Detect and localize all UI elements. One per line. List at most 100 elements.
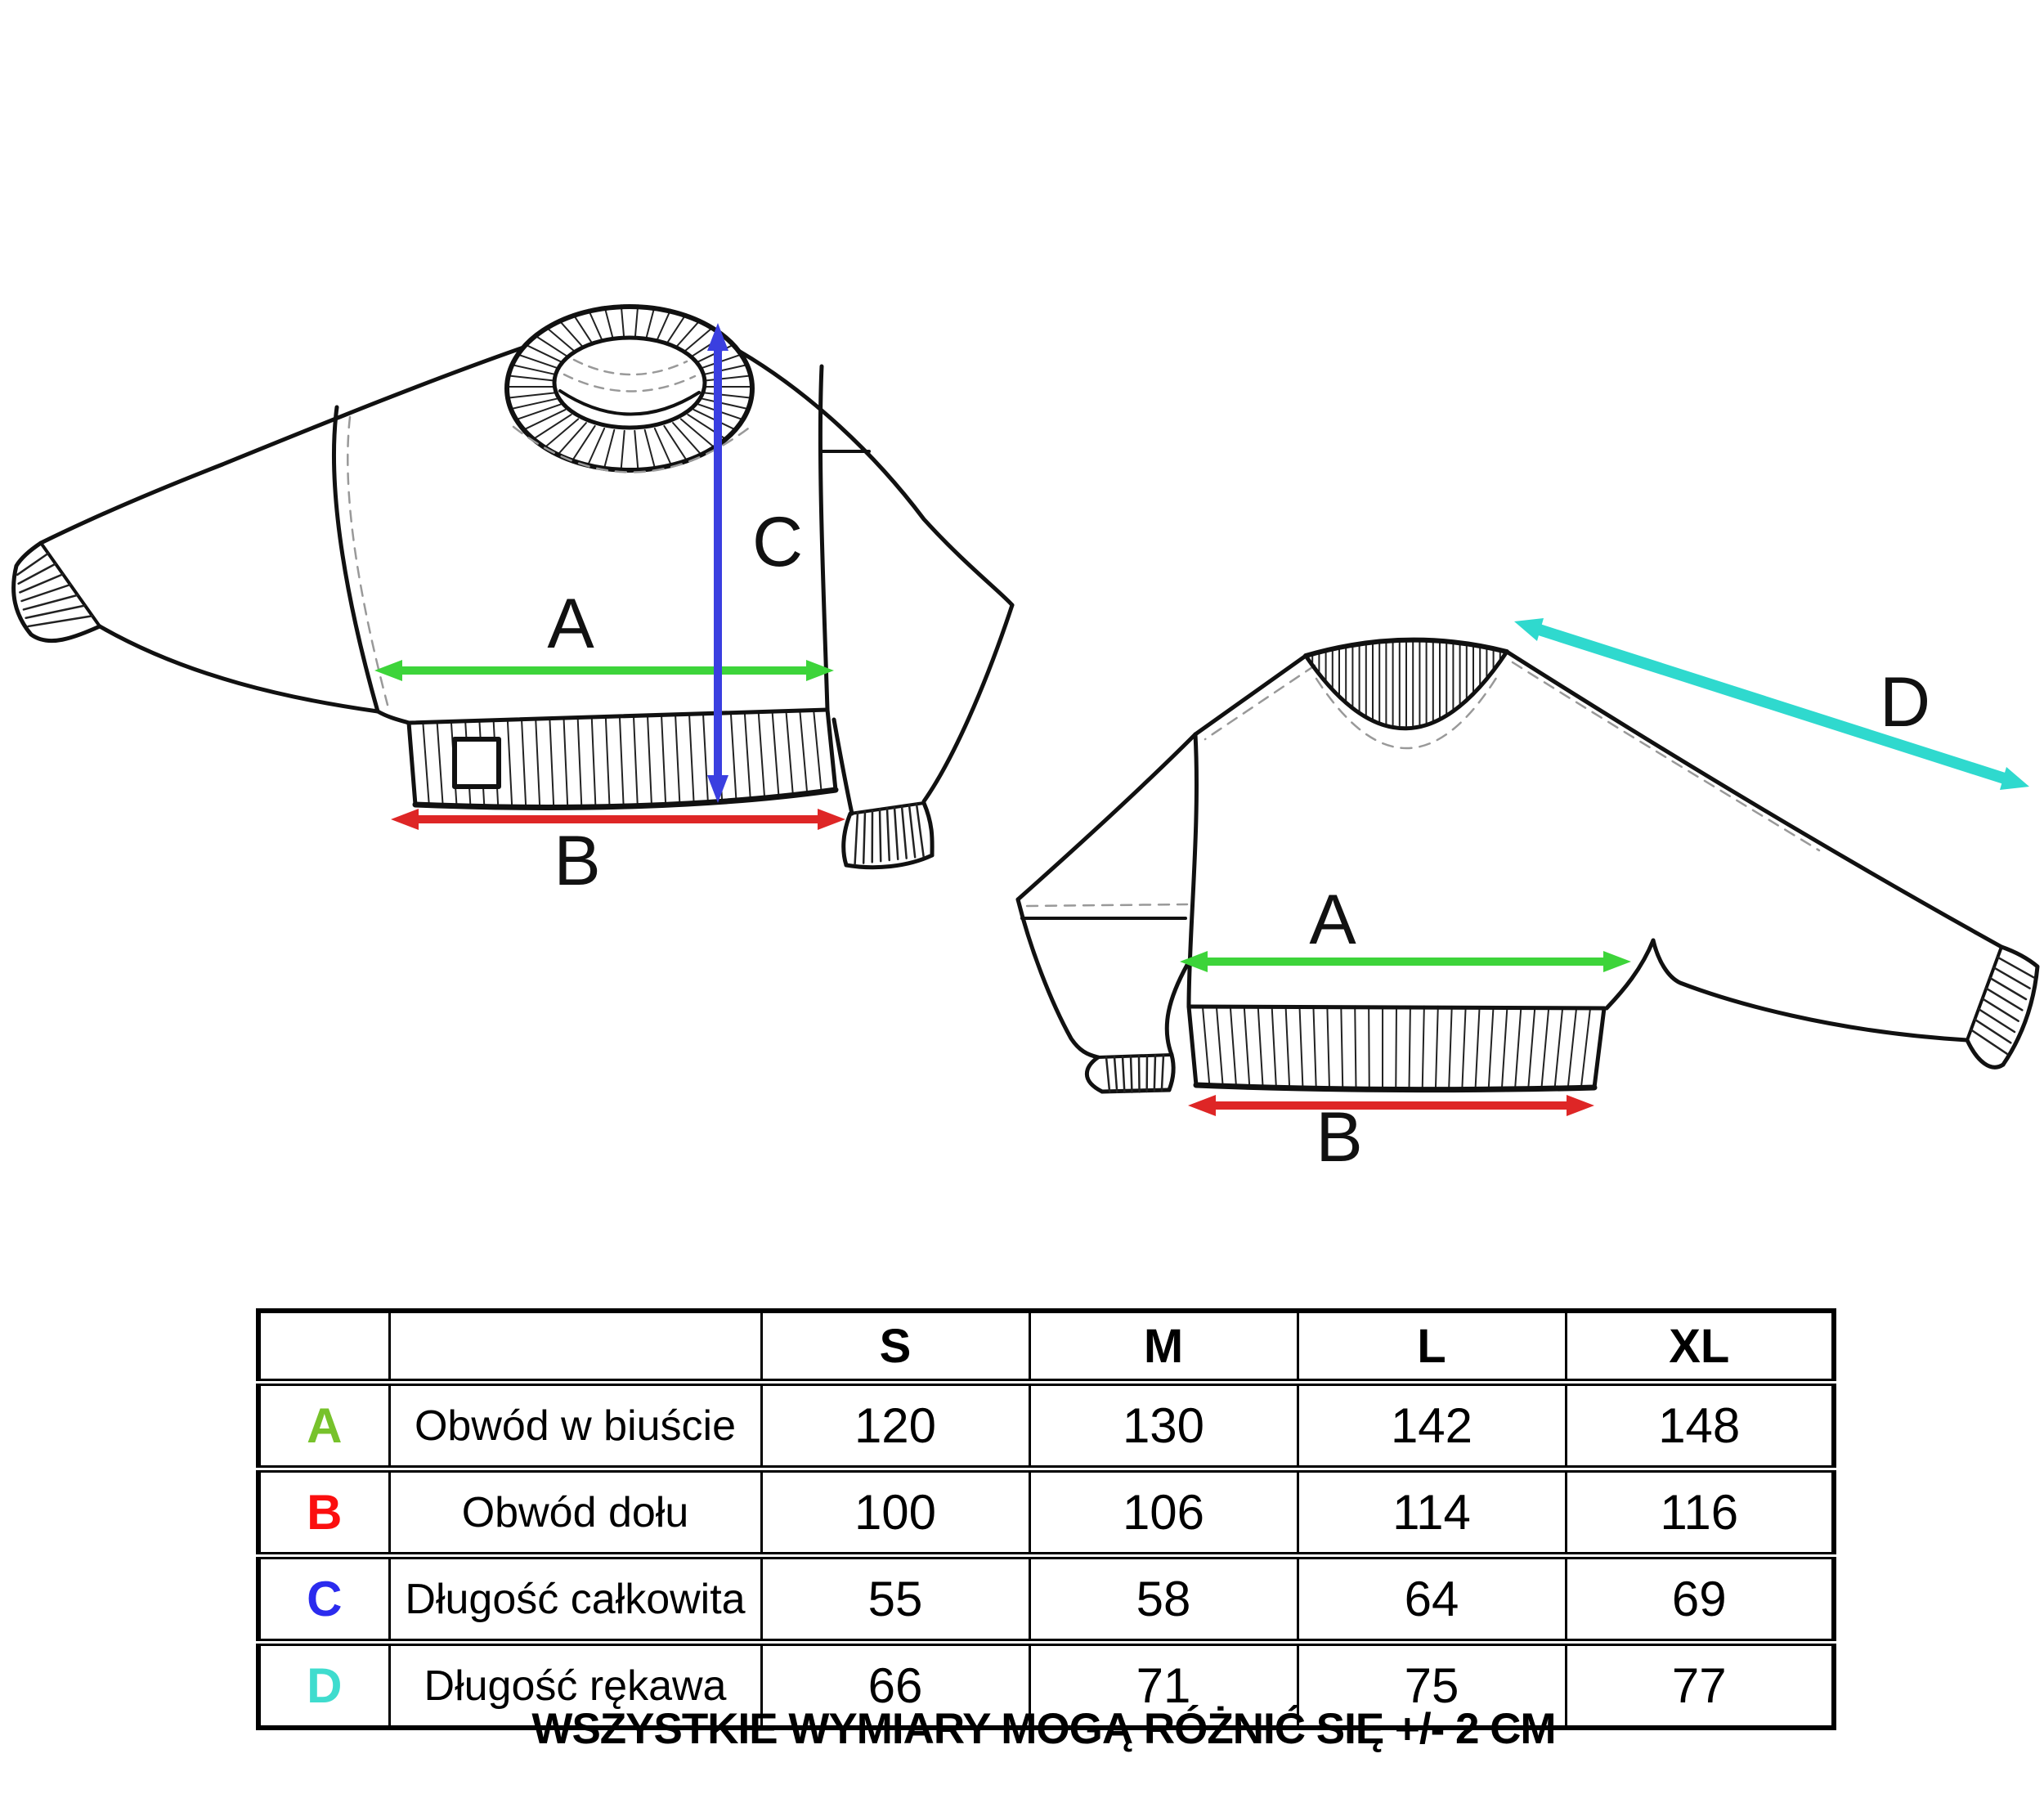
rib-line bbox=[1312, 1005, 1317, 1089]
rib-line bbox=[422, 721, 430, 806]
rib-line bbox=[672, 319, 702, 352]
back-label-d: D bbox=[1880, 663, 1930, 742]
back-measure-bottom bbox=[1188, 1095, 1594, 1116]
table-row-A: A Obwód w biuście 120 130 142 148 bbox=[257, 1379, 1836, 1470]
rib-line bbox=[603, 428, 616, 468]
rib-line bbox=[1970, 1029, 2008, 1055]
back-label-a: A bbox=[1309, 881, 1356, 959]
rib-line bbox=[679, 418, 715, 448]
rib-line bbox=[1421, 1005, 1425, 1090]
rib-line bbox=[893, 805, 899, 861]
value-cell-A-L: 142 bbox=[1296, 1379, 1567, 1470]
back-right-cuff-ribs bbox=[1970, 956, 2035, 1055]
size-header-S: S bbox=[760, 1309, 1031, 1384]
measure-letter-cell: C bbox=[257, 1552, 391, 1644]
rib-line bbox=[1153, 1054, 1157, 1092]
rib-line bbox=[507, 374, 556, 382]
value-cell-C-M: 58 bbox=[1028, 1552, 1299, 1644]
rib-line bbox=[507, 392, 556, 399]
front-view-drawing: A B C bbox=[11, 304, 1015, 900]
rib-line bbox=[634, 429, 639, 469]
rib-line bbox=[757, 711, 765, 797]
rib-line bbox=[1326, 1005, 1330, 1089]
back-collar bbox=[1303, 637, 1509, 750]
rib-line bbox=[576, 718, 583, 805]
back-hem-ribs bbox=[1201, 1005, 1592, 1090]
measure-name-cell: Obwód dołu bbox=[388, 1465, 763, 1557]
header-letter-col bbox=[257, 1309, 391, 1384]
rib-line bbox=[1992, 967, 2031, 989]
rib-line bbox=[1981, 998, 2019, 1022]
table-row-D: D Długość rękawa 66 71 75 77 bbox=[257, 1639, 1836, 1729]
rib-line bbox=[1121, 1055, 1126, 1093]
rib-line bbox=[703, 392, 752, 399]
size-header-L: L bbox=[1296, 1309, 1567, 1384]
rib-line bbox=[604, 717, 611, 805]
rib-line bbox=[506, 720, 513, 807]
rib-line bbox=[510, 364, 558, 376]
rib-line bbox=[663, 424, 688, 460]
rib-line bbox=[572, 424, 596, 460]
rib-line bbox=[702, 714, 709, 801]
rib-line bbox=[643, 428, 656, 468]
measure-letter-cell: D bbox=[257, 1639, 391, 1729]
rib-line bbox=[523, 343, 567, 365]
value-cell-B-S: 100 bbox=[760, 1465, 1031, 1557]
front-hem-band bbox=[406, 707, 839, 810]
rib-line bbox=[545, 418, 580, 448]
rib-line bbox=[1105, 1056, 1111, 1093]
front-left-sleeve bbox=[11, 345, 526, 714]
rib-line bbox=[1514, 1006, 1522, 1090]
rib-line bbox=[533, 334, 572, 360]
rib-line bbox=[813, 709, 823, 792]
back-shoulder-dashed-left bbox=[1204, 664, 1316, 741]
rib-line bbox=[729, 713, 737, 799]
front-hem-tag bbox=[452, 737, 501, 789]
rib-line bbox=[771, 711, 780, 796]
size-table: S M L XL A Obwód w biuście 120 130 142 148 B Obwód… bbox=[256, 1308, 1836, 1730]
rib-line bbox=[590, 718, 597, 805]
rib-line bbox=[558, 422, 587, 455]
rib-line bbox=[1271, 1005, 1277, 1088]
rib-line bbox=[1354, 1005, 1357, 1090]
rib-line bbox=[558, 319, 587, 352]
rib-line bbox=[701, 364, 749, 376]
measure-name-cell: Długość całkowita bbox=[388, 1552, 763, 1644]
value-cell-B-M: 106 bbox=[1028, 1465, 1299, 1557]
back-collar-dashed-outline bbox=[1315, 674, 1499, 750]
back-body bbox=[1186, 653, 1821, 1011]
measure-letter-cell: A bbox=[257, 1379, 391, 1470]
front-body bbox=[375, 364, 830, 725]
rib-line bbox=[535, 719, 541, 806]
rib-line bbox=[523, 409, 567, 430]
header-name-col bbox=[388, 1309, 763, 1384]
value-cell-A-S: 120 bbox=[760, 1379, 1031, 1470]
back-left-sleeve bbox=[1015, 732, 1198, 1094]
rib-line bbox=[1215, 1005, 1224, 1088]
tolerance-note: WSZYSTKIE WYMIARY MOGĄ RÓŻNIĆ SIĘ +/- 2 … bbox=[531, 1705, 1556, 1753]
back-shoulder-dashed-right bbox=[1511, 661, 1821, 852]
front-label-a: A bbox=[547, 585, 594, 663]
rib-line bbox=[1540, 1007, 1550, 1090]
rib-line bbox=[703, 374, 752, 382]
value-cell-A-M: 130 bbox=[1028, 1379, 1299, 1470]
rib-line bbox=[27, 615, 94, 628]
front-right-cuff-ribs bbox=[854, 802, 925, 866]
front-measure-length bbox=[707, 323, 728, 803]
rib-line bbox=[620, 429, 625, 469]
rib-line bbox=[653, 427, 672, 465]
back-label-b: B bbox=[1316, 1098, 1362, 1177]
measure-name-cell: Długość rękawa bbox=[388, 1639, 763, 1729]
rib-line bbox=[549, 719, 555, 806]
rib-line bbox=[1977, 1007, 2016, 1034]
back-right-sleeve bbox=[1504, 649, 2040, 1070]
rib-line bbox=[1461, 1006, 1467, 1090]
rib-line bbox=[862, 810, 867, 864]
back-measure-chest bbox=[1180, 951, 1631, 972]
value-cell-C-XL: 69 bbox=[1564, 1552, 1836, 1644]
rib-line bbox=[516, 353, 562, 370]
value-cell-D-M: 71 bbox=[1028, 1639, 1299, 1729]
value-cell-D-L: 75 bbox=[1296, 1639, 1567, 1729]
rib-line bbox=[1527, 1006, 1536, 1090]
